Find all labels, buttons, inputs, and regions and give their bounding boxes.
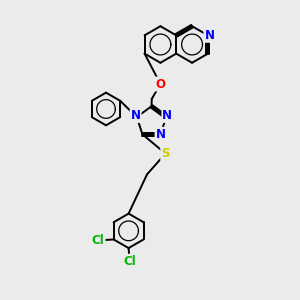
Text: Cl: Cl bbox=[92, 235, 105, 248]
Text: N: N bbox=[204, 29, 214, 42]
Text: O: O bbox=[155, 77, 165, 91]
Text: Cl: Cl bbox=[123, 255, 136, 268]
Text: N: N bbox=[162, 109, 172, 122]
Text: N: N bbox=[130, 109, 141, 122]
Text: N: N bbox=[156, 128, 166, 141]
Text: S: S bbox=[161, 147, 170, 160]
